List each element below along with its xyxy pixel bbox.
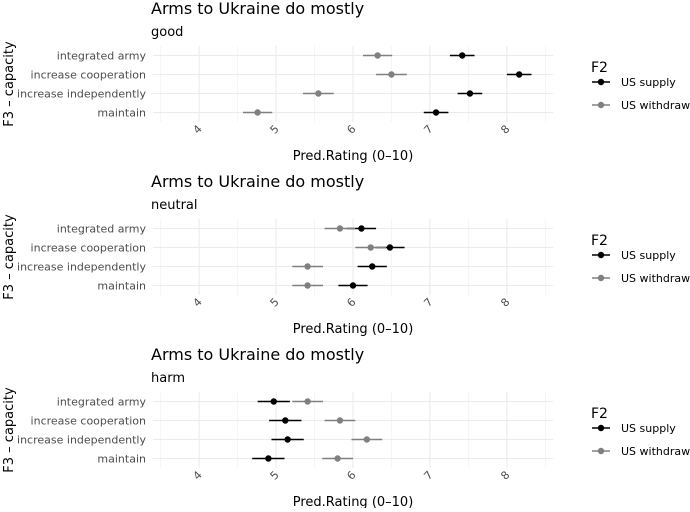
y-tick-label: increase cooperation [31, 415, 146, 428]
data-point [367, 244, 374, 251]
y-tick-label: integrated army [57, 223, 147, 236]
x-tick-label: 5 [268, 468, 282, 482]
legend-key-point [597, 78, 605, 86]
legend-key-point [597, 274, 605, 282]
x-axis-label: Pred.Rating (0–10) [293, 149, 414, 164]
legend-key-point [597, 101, 605, 109]
chart-subtitle: good [151, 25, 183, 40]
x-tick-label: 6 [344, 295, 358, 309]
y-tick-label: increase cooperation [31, 69, 146, 82]
x-tick-label: 7 [421, 468, 435, 482]
x-tick-label: 7 [421, 295, 435, 309]
data-point [432, 109, 440, 116]
data-point [358, 225, 365, 232]
data-point [304, 398, 311, 405]
x-tick-label: 8 [498, 295, 512, 309]
x-tick-label: 5 [268, 295, 282, 309]
chart-subtitle: harm [151, 371, 185, 386]
y-tick-label: maintain [97, 107, 146, 120]
x-tick-label: 8 [498, 468, 512, 482]
y-tick-label: increase independently [17, 261, 146, 274]
data-point [374, 52, 381, 59]
y-axis-label: F3 – capacity [2, 41, 17, 127]
legend-label: US supply [621, 249, 676, 262]
x-tick-label: 5 [268, 122, 282, 136]
y-tick-label: increase independently [17, 434, 146, 447]
data-point [254, 109, 261, 116]
x-axis-label: Pred.Rating (0–10) [293, 495, 414, 508]
data-point [386, 244, 394, 251]
data-point [315, 90, 322, 97]
legend-title: F2 [591, 60, 608, 76]
legend-title: F2 [591, 406, 608, 422]
legend-label: US supply [621, 422, 676, 435]
legend-label: US withdraw [621, 99, 690, 112]
legend-key-point [597, 424, 605, 432]
data-point [334, 455, 341, 462]
chart-title: Arms to Ukraine do mostly [151, 172, 364, 191]
data-point [515, 71, 523, 78]
data-point [459, 52, 466, 59]
data-point [363, 436, 371, 443]
legend-title: F2 [591, 233, 608, 249]
chart-title: Arms to Ukraine do mostly [151, 0, 364, 18]
x-tick-label: 4 [191, 295, 205, 309]
x-tick-label: 8 [498, 122, 512, 136]
legend-key-point [597, 447, 605, 455]
chart-subtitle: neutral [151, 198, 198, 213]
x-tick-label: 6 [344, 122, 358, 136]
y-tick-label: integrated army [57, 396, 147, 409]
data-point [336, 417, 344, 424]
chart-panel-harm: Arms to Ukraine do mostly harm F3 – capaci… [2, 345, 690, 510]
y-axis-label: F3 – capacity [2, 387, 17, 473]
data-point [304, 282, 311, 289]
data-point [270, 398, 277, 405]
y-tick-label: increase independently [17, 88, 146, 101]
y-tick-label: integrated army [57, 50, 147, 63]
legend-label: US withdraw [621, 272, 690, 285]
y-tick-label: maintain [97, 453, 146, 466]
chart-panel-good: Arms to Ukraine do mostly good F3 – capaci… [2, 0, 690, 164]
data-point [369, 263, 376, 270]
legend-label: US supply [621, 76, 676, 89]
data-point [284, 436, 291, 443]
data-point [336, 225, 344, 232]
y-tick-label: maintain [97, 280, 146, 293]
data-point [388, 71, 395, 78]
x-tick-label: 7 [421, 122, 435, 136]
data-point [304, 263, 311, 270]
x-tick-label: 4 [191, 122, 205, 136]
x-tick-label: 6 [344, 468, 358, 482]
data-point [282, 417, 289, 424]
y-tick-label: increase cooperation [31, 242, 146, 255]
x-axis-label: Pred.Rating (0–10) [293, 322, 414, 337]
y-axis-label: F3 – capacity [2, 214, 17, 300]
chart-panel-neutral: Arms to Ukraine do mostly neutral F3 – cap… [2, 172, 690, 337]
legend-label: US withdraw [621, 445, 690, 458]
data-point [349, 282, 357, 289]
x-tick-label: 4 [191, 468, 205, 482]
legend-key-point [597, 251, 605, 259]
chart-title: Arms to Ukraine do mostly [151, 345, 364, 364]
data-point [265, 455, 272, 462]
data-point [466, 90, 474, 97]
